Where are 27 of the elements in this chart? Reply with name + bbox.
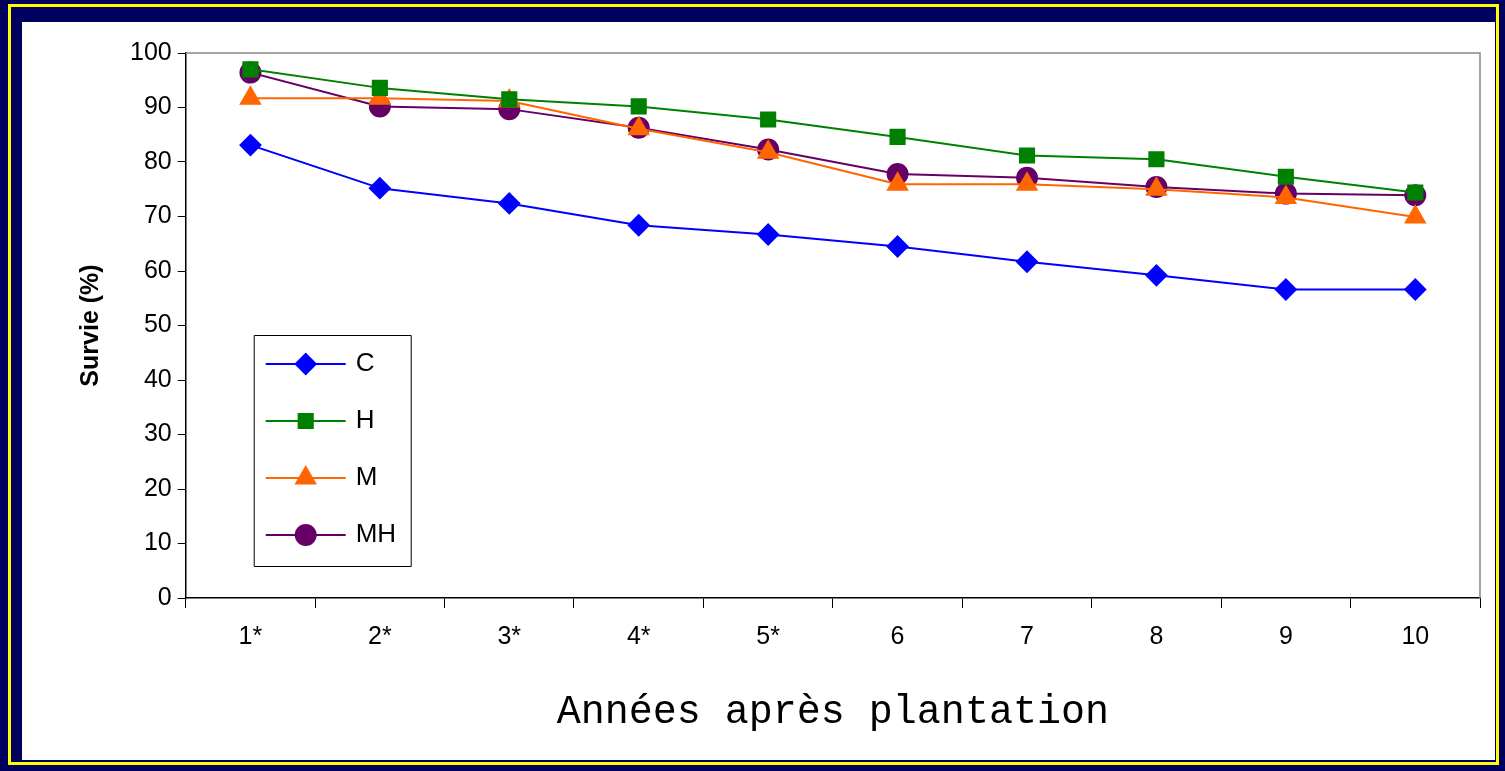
x-tick-label: 8 xyxy=(1149,620,1164,649)
y-tick-label: 30 xyxy=(143,418,172,447)
x-tick-label: 1* xyxy=(238,620,263,649)
x-tick-label: 5* xyxy=(756,620,781,649)
y-tick-label: 80 xyxy=(143,145,172,174)
y-tick-label: 50 xyxy=(143,309,172,338)
x-tick-label: 7 xyxy=(1020,620,1034,649)
legend-label: H xyxy=(355,404,375,435)
legend-label: MH xyxy=(355,518,397,549)
x-tick-label: 3* xyxy=(497,620,522,649)
x-tick-label: 4* xyxy=(626,620,651,649)
y-tick-label: 10 xyxy=(143,527,172,556)
x-tick-label: 6 xyxy=(890,620,905,649)
y-axis-title: Survie (%) xyxy=(74,264,103,387)
x-tick-label: 2* xyxy=(368,620,392,649)
y-tick-label: 70 xyxy=(143,200,172,229)
x-tick-label: 10 xyxy=(1401,620,1430,649)
x-tick-label: 9 xyxy=(1278,620,1293,649)
legend-label: C xyxy=(355,347,375,378)
y-tick-label: 40 xyxy=(143,363,172,392)
x-axis-title: Années après plantation xyxy=(556,689,1109,735)
y-tick-label: 90 xyxy=(143,91,172,120)
y-tick-label: 0 xyxy=(157,581,172,610)
y-tick-label: 100 xyxy=(129,36,172,65)
y-tick-label: 20 xyxy=(143,472,172,501)
y-tick-label: 60 xyxy=(143,254,172,283)
legend-label: M xyxy=(355,461,378,492)
